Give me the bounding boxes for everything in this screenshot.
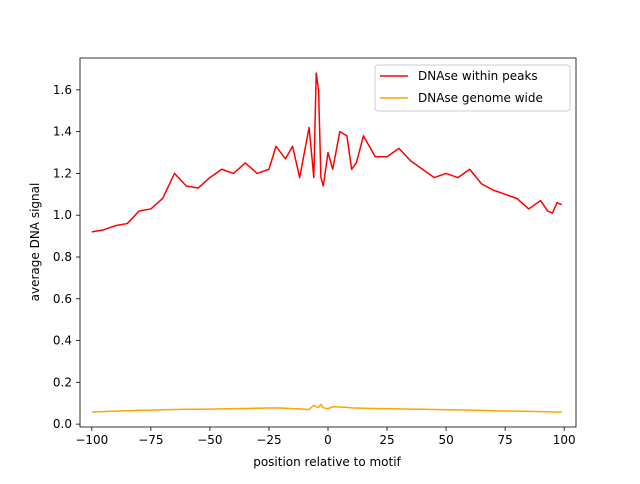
x-tick-label: 75: [498, 433, 513, 447]
x-tick-label: 100: [553, 433, 576, 447]
x-tick-label: 25: [379, 433, 394, 447]
series-line-1: [91, 72, 563, 233]
legend-label-1: DNAse within peaks: [418, 69, 538, 83]
x-tick-label: −50: [197, 433, 222, 447]
y-tick-label: 0.6: [53, 292, 72, 306]
y-tick-label: 0.0: [53, 417, 72, 431]
y-tick-label: 1.4: [53, 125, 72, 139]
series-line-2: [91, 403, 562, 413]
y-tick-label: 1.0: [53, 208, 72, 222]
x-tick-label: 50: [438, 433, 453, 447]
y-tick-label: 0.2: [53, 375, 72, 389]
y-tick-label: 1.6: [53, 83, 72, 97]
y-tick-label: 0.4: [53, 334, 72, 348]
x-tick-label: −75: [138, 433, 163, 447]
plot-area: [91, 72, 563, 413]
y-tick-label: 0.8: [53, 250, 72, 264]
legend-label-2: DNAse genome wide: [418, 91, 543, 105]
axes: −100 −75 −50 −25 0 25 50 75 100 0.0 0.2 0.4 0.6 0.8 1.…: [53, 57, 577, 447]
x-tick-label: −100: [75, 433, 108, 447]
y-axis-label: average DNA signal: [28, 183, 42, 302]
legend: DNAse within peaks DNAse genome wide: [374, 64, 571, 112]
x-tick-label: 0: [324, 433, 332, 447]
x-axis-label: position relative to motif: [253, 455, 401, 469]
x-tick-label: −25: [256, 433, 281, 447]
legend-box: [374, 64, 571, 112]
y-tick-label: 1.2: [53, 166, 72, 180]
